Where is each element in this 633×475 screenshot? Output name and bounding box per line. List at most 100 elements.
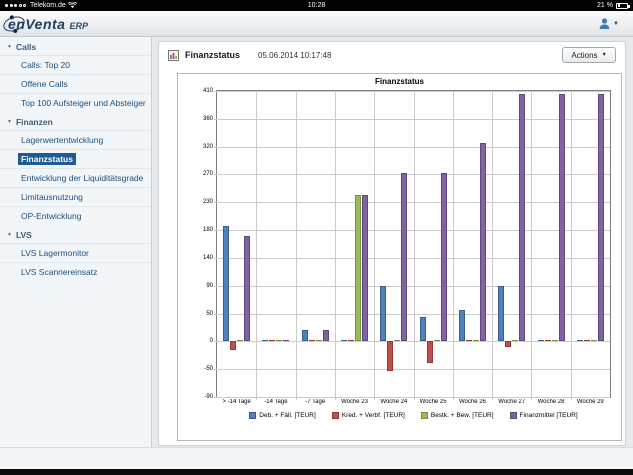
status-bar: Telekom.de 10:28 21 %: [0, 0, 633, 11]
legend-label: Finanzmittel [TEUR]: [519, 412, 578, 419]
bar-woche-25-s1: [426, 341, 433, 363]
sidebar-item-label: Limitausnutzung: [21, 192, 83, 202]
bar-14-tage-s3: [244, 235, 251, 342]
sidebar-item-lagerwertentwicklung[interactable]: Lagerwertentwicklung: [0, 130, 151, 149]
gridline-vertical: [334, 91, 336, 400]
sidebar-item-lvs-lagermonitor[interactable]: LVS Lagermonitor: [0, 243, 151, 262]
legend-swatch-icon: [249, 412, 257, 419]
chart-plot: > -14 Tage -14 Tage -7 Tage Woche 23 Woche 2…: [203, 88, 611, 419]
sidebar-item-offene-calls[interactable]: Offene Calls: [0, 74, 151, 93]
chevron-down-icon: ▼: [601, 52, 607, 58]
bar-7-tage-s2: [315, 340, 322, 342]
gridline-horizontal: [214, 230, 610, 232]
sidebar-group-label: Calls: [15, 42, 37, 52]
bar-woche-29-s3: [597, 93, 604, 342]
y-axis-tick-label: -50: [204, 366, 213, 373]
battery-status: 21 %: [597, 2, 630, 9]
sidebar-item-label: Entwicklung der Liquiditätsgrade: [21, 173, 144, 183]
bar-woche-26-s0: [458, 310, 465, 342]
gridline-horizontal: [214, 397, 610, 398]
page-title: Finanzstatus: [185, 50, 241, 60]
bar-woche-28-s0: [537, 340, 544, 342]
chart-icon: [168, 49, 179, 61]
y-axis-tick-label: 90: [206, 282, 213, 289]
collapse-triangle-icon: ▼: [7, 119, 12, 125]
sidebar-item-op-entwicklung[interactable]: OP-Entwicklung: [0, 206, 151, 225]
bar-woche-28-s2: [551, 340, 558, 342]
chart-legend: Deb. + Fäll. [TEUR] Kred. + Verbf. [TEUR]…: [217, 412, 610, 419]
signal-strength-icon: [5, 4, 26, 7]
bar-woche-24-s1: [387, 341, 394, 372]
sidebar-item-limitausnutzung[interactable]: Limitausnutzung: [0, 187, 151, 206]
legend-swatch-icon: [420, 412, 428, 419]
bar-woche-29-s1: [583, 340, 590, 342]
actions-button[interactable]: Actions ▼: [562, 47, 616, 63]
sidebar-group-calls[interactable]: ▼ Calls: [0, 37, 151, 55]
x-axis-label-14-tage: -14 Tage: [264, 399, 288, 405]
bar-woche-27-s2: [512, 340, 519, 342]
bar-7-tage-s3: [322, 330, 329, 342]
sidebar-item-entwicklung-der-liquidit-tsgrade[interactable]: Entwicklung der Liquiditätsgrade: [0, 168, 151, 187]
app-header: enVenta ERP ▼: [0, 11, 633, 37]
sidebar-item-top-100-aufsteiger-und-absteiger[interactable]: Top 100 Aufsteiger und Absteiger: [0, 93, 151, 112]
legend-swatch-icon: [509, 412, 517, 419]
legend-item-kred-verbf-teur: Kred. + Verbf. [TEUR]: [331, 412, 405, 419]
sidebar-group-finanzen[interactable]: ▼ Finanzen: [0, 112, 151, 130]
x-axis-label-woche-23: Woche 23: [341, 399, 368, 405]
sidebar-item-label: Top 100 Aufsteiger und Absteiger: [21, 98, 146, 108]
legend-label: Kred. + Verbf. [TEUR]: [341, 412, 405, 419]
sidebar-item-label: LVS Scannereinsatz: [21, 267, 98, 277]
bar-woche-26-s1: [465, 340, 472, 342]
gridline-horizontal: [214, 341, 610, 343]
sidebar-item-label: Offene Calls: [21, 79, 68, 89]
bar-woche-23-s3: [362, 195, 369, 342]
report-panel: Finanzstatus 05.06.2014 10:17:48 Actions…: [158, 41, 626, 446]
bar-woche-23-s2: [355, 195, 362, 342]
user-menu[interactable]: ▼: [598, 17, 619, 30]
bar-7-tage-s1: [308, 340, 315, 342]
gridline-vertical: [531, 91, 533, 400]
sidebar-item-lvs-scannereinsatz[interactable]: LVS Scannereinsatz: [0, 262, 151, 281]
bar-14-tage-s1: [230, 341, 237, 350]
user-icon: [599, 18, 610, 29]
bar-woche-24-s0: [380, 285, 387, 342]
gridline-vertical: [374, 91, 376, 400]
gridline-vertical: [295, 91, 297, 400]
bar-woche-27-s3: [519, 93, 526, 342]
y-axis-tick-label: 230: [202, 199, 213, 206]
bar-woche-28-s3: [558, 93, 565, 342]
footer-strip: [0, 447, 633, 469]
y-axis-tick-label: 140: [202, 254, 213, 261]
bar-woche-23-s0: [341, 340, 348, 342]
sidebar-item-finanzstatus[interactable]: Finanzstatus: [0, 149, 151, 168]
sidebar-group-label: LVS: [15, 230, 32, 240]
legend-item-bestk-bew-teur: Bestk. + Bew. [TEUR]: [420, 412, 494, 419]
x-axis-label-7-tage: -7 Tage: [305, 399, 326, 405]
gridline-horizontal: [214, 91, 610, 92]
actions-button-label: Actions: [571, 50, 598, 60]
y-axis-tick-label: 360: [202, 115, 213, 122]
gridline-horizontal: [214, 202, 610, 204]
bar-14-tage-s1: [269, 340, 276, 342]
bar-14-tage-s2: [237, 340, 244, 342]
sidebar-item-calls-top-20[interactable]: Calls: Top 20: [0, 55, 151, 74]
gridline-vertical: [492, 91, 494, 400]
y-axis-tick-label: 320: [202, 143, 213, 150]
carrier-info: Telekom.de: [5, 2, 77, 9]
y-axis-tick-label: 50: [206, 310, 213, 317]
x-axis-label-woche-25: Woche 25: [419, 399, 447, 405]
y-axis-tick-label: 270: [202, 171, 213, 178]
collapse-triangle-icon: ▼: [7, 232, 12, 238]
y-axis-tick-label: -90: [204, 394, 213, 400]
bar-14-tage-s0: [223, 226, 230, 342]
clock: 10:28: [307, 2, 326, 9]
battery-icon: [616, 2, 630, 9]
sidebar-item-label: Finanzstatus: [18, 153, 76, 165]
bar-woche-25-s0: [419, 317, 426, 342]
wifi-icon: [67, 2, 77, 8]
sidebar-nav: ▼ Calls Calls: Top 20 Offene Calls Top 100 A…: [0, 37, 152, 447]
bar-woche-29-s2: [590, 340, 597, 342]
gridline-horizontal: [214, 118, 610, 120]
sidebar-group-lvs[interactable]: ▼ LVS: [0, 225, 151, 243]
sidebar-item-label: Lagerwertentwicklung: [21, 135, 104, 145]
